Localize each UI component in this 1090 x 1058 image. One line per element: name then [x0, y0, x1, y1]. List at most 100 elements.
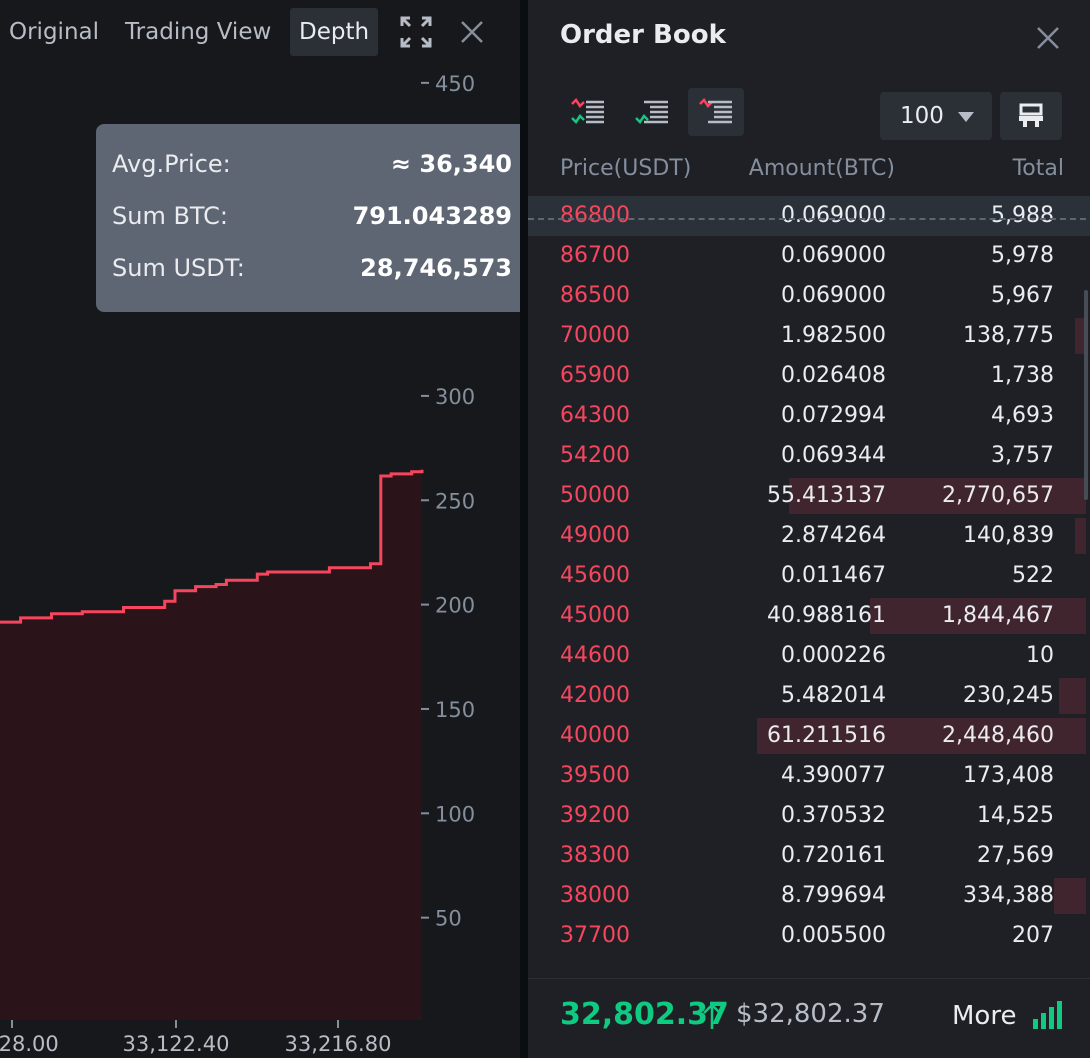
order-amount: 40.988161	[767, 603, 886, 628]
order-row[interactable]: 54200 0.069344 3,757	[528, 436, 1090, 476]
y-tick-label: 300	[435, 385, 475, 409]
order-amount: 0.005500	[781, 923, 886, 948]
depth-bar	[870, 598, 1086, 634]
tooltip-sum-btc-row: Sum BTC: 791.043289	[112, 190, 512, 242]
depth-area	[0, 469, 422, 1020]
order-amount: 5.482014	[781, 683, 886, 708]
scrollbar[interactable]	[1084, 290, 1088, 500]
order-price: 65900	[560, 363, 630, 388]
order-total: 3,757	[991, 443, 1054, 468]
order-row[interactable]: 86500 0.069000 5,967	[528, 276, 1090, 316]
tooltip-sum-usdt-value: 28,746,573	[360, 254, 512, 282]
chart-tabs: Original Trading View Depth	[0, 6, 520, 58]
depth-bar	[756, 718, 1086, 754]
order-total: 5,967	[991, 283, 1054, 308]
order-total: 207	[1012, 923, 1054, 948]
depth-bar	[1053, 878, 1086, 914]
y-tick-label: 450	[435, 72, 475, 96]
view-asks-button[interactable]	[688, 88, 744, 136]
order-row[interactable]: 49000 2.874264 140,839	[528, 516, 1090, 556]
order-price: 44600	[560, 643, 630, 668]
order-row[interactable]: 42000 5.482014 230,245	[528, 676, 1090, 716]
caret-down-icon	[958, 112, 974, 122]
tab-original[interactable]: Original	[9, 19, 100, 45]
order-row[interactable]: 70000 1.982500 138,775	[528, 316, 1090, 356]
order-amount: 0.026408	[781, 363, 886, 388]
view-both-icon	[571, 98, 604, 124]
depth-bar	[1075, 318, 1086, 354]
tab-trading-view[interactable]: Trading View	[125, 19, 272, 45]
y-tick-label: 250	[435, 489, 475, 513]
view-asks-icon	[699, 98, 732, 124]
order-total: 138,775	[963, 323, 1054, 348]
order-price: 45600	[560, 563, 630, 588]
order-book-rows: 870000.0690005,999868000.0690005,9888670…	[528, 176, 1090, 976]
order-amount: 0.370532	[781, 803, 886, 828]
order-price: 42000	[560, 683, 630, 708]
more-link[interactable]: More	[952, 1001, 1017, 1031]
order-amount: 0.072994	[781, 403, 886, 428]
header-amount: Amount(BTC)	[748, 156, 895, 181]
y-tick-label: 150	[435, 698, 475, 722]
order-price: 64300	[560, 403, 630, 428]
order-row[interactable]: 39500 4.390077 173,408	[528, 756, 1090, 796]
order-row[interactable]: 37700 0.005500 207	[528, 916, 1090, 956]
order-total: 140,839	[963, 523, 1054, 548]
view-both-button[interactable]	[560, 88, 616, 136]
order-price: 39500	[560, 763, 630, 788]
panel-divider[interactable]	[520, 0, 528, 1058]
order-amount: 8.799694	[781, 883, 886, 908]
precision-select[interactable]: 100	[880, 92, 992, 140]
order-amount: 0.069344	[781, 443, 886, 468]
x-tick-label: 33,216.80	[285, 1032, 392, 1056]
order-amount: 2.874264	[781, 523, 886, 548]
order-total: 14,525	[977, 803, 1054, 828]
depth-bar	[1059, 678, 1086, 714]
order-price: 50000	[560, 483, 630, 508]
order-book-panel: Order Book 100	[528, 0, 1090, 1058]
order-row[interactable]: 45600 0.011467 522	[528, 556, 1090, 596]
order-row[interactable]: 38300 0.720161 27,569	[528, 836, 1090, 876]
mark-price: $32,802.37	[736, 999, 885, 1029]
order-row[interactable]: 39200 0.370532 14,525	[528, 796, 1090, 836]
order-row[interactable]: 50000 55.413137 2,770,657	[528, 476, 1090, 516]
close-chart-icon[interactable]	[454, 14, 490, 50]
order-price: 86800	[560, 203, 630, 228]
y-tick-label: 200	[435, 594, 475, 618]
order-row[interactable]: 86700 0.069000 5,978	[528, 236, 1090, 276]
order-price: 37700	[560, 923, 630, 948]
tab-depth[interactable]: Depth	[290, 8, 379, 56]
expand-icon[interactable]	[398, 14, 434, 50]
close-icon[interactable]	[1034, 24, 1062, 52]
order-row[interactable]: 45000 40.988161 1,844,467	[528, 596, 1090, 636]
tooltip-avg-price-row: Avg.Price: ≈ 36,340	[112, 138, 512, 190]
order-total: 230,245	[963, 683, 1054, 708]
tooltip-sum-usdt-row: Sum USDT: 28,746,573	[112, 242, 512, 294]
order-row[interactable]: 40000 61.211516 2,448,460	[528, 716, 1090, 756]
settings-button[interactable]	[1000, 92, 1062, 140]
order-row[interactable]: 65900 0.026408 1,738	[528, 356, 1090, 396]
depth-line	[0, 469, 424, 624]
order-amount: 4.390077	[781, 763, 886, 788]
order-row[interactable]: 44600 0.000226 10	[528, 636, 1090, 676]
view-bids-button[interactable]	[624, 88, 680, 136]
depth-chart[interactable]: 450 300 250 200 150 100 50 3,028.00 33,122.40 33…	[0, 60, 520, 1058]
tooltip-sum-usdt-label: Sum USDT:	[112, 254, 245, 282]
order-amount: 0.011467	[781, 563, 886, 588]
order-book-footer: 32,802.37 $32,802.37 More	[528, 978, 1090, 1058]
order-price: 49000	[560, 523, 630, 548]
order-amount: 0.069000	[781, 283, 886, 308]
order-book-headers: Price(USDT) Amount(BTC) Total	[528, 152, 1090, 188]
order-row[interactable]: 38000 8.799694 334,388	[528, 876, 1090, 916]
layout-icon	[1019, 103, 1043, 127]
order-row[interactable]: 64300 0.072994 4,693	[528, 396, 1090, 436]
order-price: 40000	[560, 723, 630, 748]
order-amount: 0.069000	[781, 203, 886, 228]
order-price: 54200	[560, 443, 630, 468]
depth-tooltip: Avg.Price: ≈ 36,340 Sum BTC: 791.043289 …	[96, 124, 520, 312]
order-total: 173,408	[963, 763, 1054, 788]
order-total: 27,569	[977, 843, 1054, 868]
order-row[interactable]: 86800 0.069000 5,988	[528, 196, 1090, 236]
y-tick-label: 100	[435, 802, 475, 826]
order-total: 5,978	[991, 243, 1054, 268]
